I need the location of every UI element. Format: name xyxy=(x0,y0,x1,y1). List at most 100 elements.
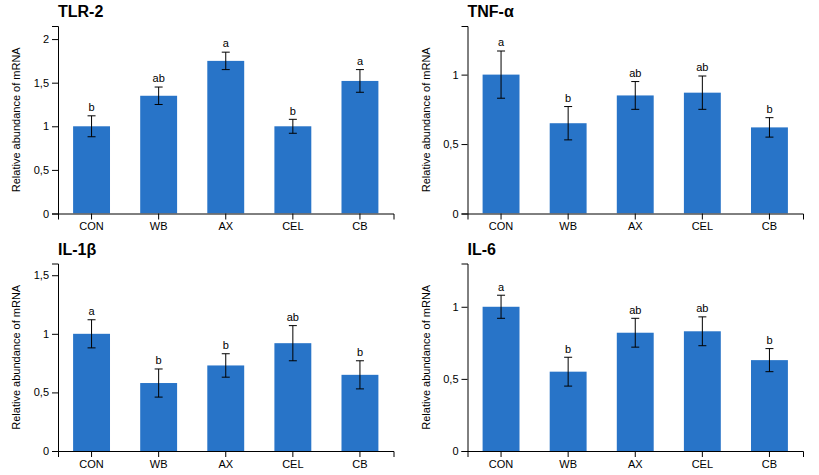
panel: abababb00,51CONWBAXCELCBRelative abundan… xyxy=(420,241,804,470)
bar xyxy=(684,93,721,214)
error-bar-cap xyxy=(564,139,572,140)
annotation: b xyxy=(290,105,296,117)
x-tick-mark xyxy=(568,451,569,457)
error-bar-cap xyxy=(497,51,505,52)
y-tick-mark xyxy=(52,170,58,171)
y-tick-label: 1,5 xyxy=(34,269,49,281)
error-bar-cap xyxy=(631,347,639,348)
annotation: b xyxy=(565,92,571,104)
error-bar-stem xyxy=(635,318,636,347)
x-axis: CONWBAXCELCB xyxy=(468,214,804,233)
y-axis: 00,51 xyxy=(443,264,468,457)
error-bar xyxy=(356,361,364,389)
annotation: b xyxy=(766,103,772,115)
error-bar-cap xyxy=(289,360,297,361)
error-bar xyxy=(155,369,163,397)
error-bar-stem xyxy=(501,295,502,318)
x-tick-label: WB xyxy=(559,458,577,470)
y-axis-title: Relative abundance of mRNA xyxy=(10,47,22,193)
error-bar-cap xyxy=(289,133,297,134)
y-axis-line xyxy=(462,264,469,452)
x-tick-mark xyxy=(501,214,502,220)
y-tick: 0 xyxy=(43,445,58,457)
error-bar xyxy=(564,357,572,386)
y-tick-mark xyxy=(52,392,58,393)
x-tick: CON xyxy=(79,214,104,233)
y-tick: 1 xyxy=(452,301,467,313)
error-bar-cap xyxy=(497,98,505,99)
bar xyxy=(617,95,654,213)
error-bar-cap xyxy=(88,136,96,137)
y-tick-mark xyxy=(462,379,468,380)
x-tick: AX xyxy=(628,214,643,233)
x-tick-label: WB xyxy=(559,220,577,232)
x-tick-mark xyxy=(635,451,636,457)
error-bar-cap xyxy=(356,69,364,70)
y-tick-label: 1 xyxy=(43,120,49,132)
error-bar-cap xyxy=(222,52,230,53)
y-tick-mark xyxy=(462,214,468,215)
marks xyxy=(73,52,378,213)
error-bar-cap xyxy=(88,347,96,348)
annotation: ab xyxy=(153,72,165,84)
y-tick-label: 0,5 xyxy=(34,164,49,176)
x-tick-mark xyxy=(225,451,226,457)
y-tick: 1 xyxy=(43,328,58,340)
annotation: a xyxy=(88,305,95,317)
bar xyxy=(73,126,110,213)
x-tick-mark xyxy=(158,451,159,457)
y-tick: 0 xyxy=(43,208,58,220)
y-tick-mark xyxy=(52,83,58,84)
y-tick-mark xyxy=(52,451,58,452)
y-tick-mark xyxy=(462,451,468,452)
marks xyxy=(483,51,788,214)
y-tick: 1,5 xyxy=(34,269,58,281)
x-tick-label: CB xyxy=(352,458,367,470)
x-tick: CON xyxy=(489,214,514,233)
y-axis: 00,511,52 xyxy=(34,27,59,220)
y-tick-mark xyxy=(52,275,58,276)
error-bar xyxy=(631,318,639,347)
error-bar xyxy=(698,317,706,346)
y-tick-mark xyxy=(462,307,468,308)
error-bar xyxy=(698,76,706,109)
y-tick-mark xyxy=(462,144,468,145)
x-tick: CB xyxy=(762,451,777,470)
error-bar-cap xyxy=(88,115,96,116)
x-tick: CB xyxy=(352,451,367,470)
error-bar-cap xyxy=(698,76,706,77)
error-bar-cap xyxy=(88,319,96,320)
title: IL-1β xyxy=(58,241,96,258)
error-bar xyxy=(222,354,230,377)
annotation: b xyxy=(565,343,571,355)
error-bar-stem xyxy=(702,76,703,109)
x-axis-line xyxy=(468,452,804,458)
error-bar-stem xyxy=(91,116,92,137)
x-tick: WB xyxy=(559,451,577,470)
error-bar-cap xyxy=(155,104,163,105)
error-bar-stem xyxy=(158,369,159,397)
error-bar-stem xyxy=(702,317,703,346)
error-bar-cap xyxy=(564,106,572,107)
error-bar-cap xyxy=(631,318,639,319)
error-bar-cap xyxy=(698,345,706,346)
x-tick-mark xyxy=(91,451,92,457)
x-tick-label: CON xyxy=(79,220,104,232)
x-tick-label: CON xyxy=(489,220,514,232)
error-bar-stem xyxy=(568,357,569,386)
bar xyxy=(207,365,244,451)
y-axis: 00,511,5 xyxy=(34,264,59,457)
error-bar-cap xyxy=(698,316,706,317)
y-tick: 1 xyxy=(452,69,467,81)
x-axis-line xyxy=(468,214,804,220)
x-tick: CEL xyxy=(692,451,713,470)
annotation: ab xyxy=(629,67,641,79)
error-bar-cap xyxy=(497,318,505,319)
x-tick-label: AX xyxy=(218,458,233,470)
y-tick-label: 0 xyxy=(43,208,49,220)
error-bar-cap xyxy=(698,109,706,110)
x-tick: WB xyxy=(150,451,168,470)
x-axis-line xyxy=(59,214,395,220)
error-bar-stem xyxy=(225,354,226,377)
error-bar-cap xyxy=(222,377,230,378)
